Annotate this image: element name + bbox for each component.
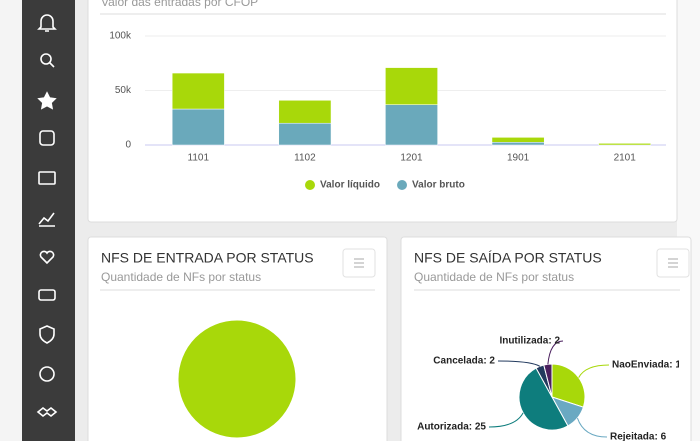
bar bbox=[278, 122, 332, 146]
data-label: Inutilizada: 2 bbox=[499, 336, 560, 347]
x-tick-label: 1101 bbox=[188, 153, 210, 164]
data-label: Autorizada: 25 bbox=[417, 422, 486, 433]
bar bbox=[598, 143, 652, 146]
leader-line bbox=[488, 412, 524, 428]
pie-slice bbox=[177, 319, 297, 439]
leader-line bbox=[578, 364, 610, 378]
legend-swatch bbox=[305, 180, 315, 190]
pie-saida: NaoEnviada: 15 Rejeitada: 6 Autorizada: 25… bbox=[417, 336, 687, 441]
icon-bell[interactable] bbox=[37, 14, 57, 32]
card-title: NFS DE SAÍDA POR STATUS bbox=[414, 250, 602, 266]
card-subtitle: Quantidade de NFs por status bbox=[414, 270, 574, 284]
data-label: Cancelada: 2 bbox=[433, 356, 495, 367]
bar bbox=[385, 67, 438, 105]
card-subtitle: Quantidade de NFs por status bbox=[101, 270, 261, 284]
leader-line bbox=[497, 360, 541, 367]
bar bbox=[171, 108, 225, 146]
chart-subtitle: Valor das entradas por CFOP bbox=[101, 0, 258, 9]
leader-line bbox=[576, 417, 608, 438]
x-tick-label: 1901 bbox=[507, 153, 530, 164]
pie-entrada bbox=[177, 319, 297, 439]
menu-button[interactable] bbox=[342, 248, 376, 278]
card-cfop bbox=[87, 0, 678, 223]
x-tick-label: 1201 bbox=[400, 153, 423, 164]
icon-star[interactable] bbox=[37, 91, 57, 110]
icon-tractor[interactable] bbox=[38, 289, 56, 301]
pie-slice bbox=[543, 363, 553, 398]
bar bbox=[171, 72, 225, 110]
icon-handshake[interactable] bbox=[36, 406, 58, 418]
icon-shield[interactable] bbox=[39, 325, 55, 344]
bar bbox=[491, 137, 545, 143]
bar bbox=[491, 142, 545, 146]
icon-bag[interactable] bbox=[39, 130, 55, 146]
legend-swatch bbox=[397, 180, 408, 190]
leader-line bbox=[547, 340, 564, 365]
card-saida bbox=[400, 236, 692, 441]
card-title: NFS DE ENTRADA POR STATUS bbox=[101, 250, 314, 266]
margin bbox=[0, 0, 22, 441]
y-tick-label: 100k bbox=[109, 31, 132, 42]
bar bbox=[385, 104, 438, 146]
y-tick-label: 0 bbox=[125, 140, 131, 151]
y-tick-label: 50k bbox=[115, 85, 132, 96]
x-tick-label: 1102 bbox=[294, 153, 316, 164]
menu-button[interactable] bbox=[656, 248, 690, 278]
data-label: NaoEnviada: 15 bbox=[612, 360, 687, 371]
legend-label: Valor bruto bbox=[412, 180, 465, 191]
icon-heart[interactable] bbox=[39, 250, 55, 265]
icon-search[interactable] bbox=[40, 53, 55, 68]
bar bbox=[278, 100, 332, 124]
icon-briefcase[interactable] bbox=[38, 171, 56, 185]
icon-users[interactable] bbox=[39, 366, 55, 382]
sidebar-icons bbox=[36, 14, 58, 418]
bar-chart: 0 50k 100k 1101 1102 1201 1901 2101 Valor líquid… bbox=[109, 31, 666, 191]
legend-label: Valor líquido bbox=[320, 180, 380, 191]
icon-chart[interactable] bbox=[38, 212, 55, 227]
data-label: Rejeitada: 6 bbox=[610, 432, 667, 441]
pie-slice bbox=[551, 363, 586, 408]
pie-slice bbox=[518, 367, 569, 431]
x-tick-label: 2101 bbox=[614, 153, 637, 164]
